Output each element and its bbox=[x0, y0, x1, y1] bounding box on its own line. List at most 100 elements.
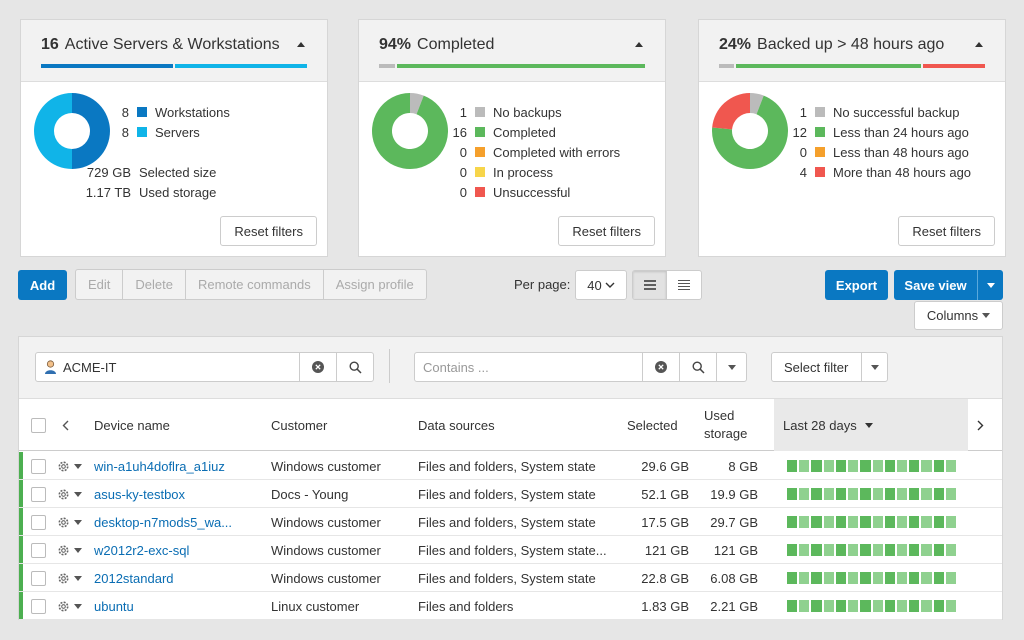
row-actions[interactable] bbox=[57, 508, 82, 536]
device-name-link[interactable]: asus-ky-testbox bbox=[94, 486, 186, 502]
add-button[interactable]: Add bbox=[18, 270, 67, 300]
columns-label: Columns bbox=[926, 308, 979, 323]
device-name-link[interactable]: 2012standard bbox=[94, 570, 174, 586]
save-view-dropdown[interactable] bbox=[978, 270, 1003, 300]
select-filter-text: Select filter bbox=[772, 360, 861, 375]
select-filter-caret[interactable] bbox=[861, 353, 887, 381]
col-device-name[interactable]: Device name bbox=[94, 399, 170, 451]
search-options-dropdown[interactable] bbox=[716, 353, 746, 381]
table-row[interactable]: w2012r2-exc-sql Windows customer Files and… bbox=[19, 536, 1002, 564]
contains-input[interactable]: Contains ... bbox=[415, 360, 642, 375]
donut-slice bbox=[72, 93, 110, 169]
row-actions[interactable] bbox=[57, 592, 82, 620]
backup-history bbox=[787, 536, 956, 564]
backup-day-bar bbox=[860, 460, 871, 472]
table-row[interactable]: ubuntu Linux customer Files and folders 1.8… bbox=[19, 592, 1002, 620]
compact-list-icon bbox=[678, 279, 690, 290]
collapse-icon[interactable] bbox=[635, 42, 643, 47]
card-title: 16 Active Servers & Workstations bbox=[41, 36, 280, 53]
donut-chart bbox=[34, 93, 110, 169]
legend-swatch bbox=[815, 147, 825, 157]
backup-day-bar bbox=[872, 600, 883, 612]
row-checkbox[interactable] bbox=[31, 514, 46, 530]
select-filter-dropdown[interactable]: Select filter bbox=[771, 352, 888, 382]
data-sources-cell: Files and folders, System state bbox=[418, 458, 596, 474]
device-name-link[interactable]: desktop-n7mods5_wa... bbox=[94, 514, 233, 530]
row-select-cell bbox=[31, 592, 46, 620]
assign-profile-button[interactable]: Assign profile bbox=[324, 270, 426, 299]
row-checkbox[interactable] bbox=[31, 458, 46, 474]
gear-icon bbox=[58, 461, 69, 471]
select-all-checkbox[interactable] bbox=[31, 417, 46, 433]
remote-commands-button[interactable]: Remote commands bbox=[186, 270, 324, 299]
table-row[interactable]: desktop-n7mods5_wa... Windows customer Fil… bbox=[19, 508, 1002, 536]
table-row[interactable]: 2012standard Windows customer Files and fo… bbox=[19, 564, 1002, 592]
per-page-select[interactable]: 40 bbox=[575, 270, 627, 300]
collapse-icon[interactable] bbox=[975, 42, 983, 47]
table-header: Device name Customer Data sources Select… bbox=[19, 399, 1002, 451]
clear-search-button[interactable] bbox=[642, 353, 679, 381]
row-actions[interactable] bbox=[57, 536, 82, 564]
col-last-28-days[interactable]: Last 28 days bbox=[774, 399, 968, 451]
legend-swatch bbox=[137, 107, 147, 117]
col-customer[interactable]: Customer bbox=[271, 399, 327, 451]
export-button[interactable]: Export bbox=[825, 270, 888, 300]
row-checkbox[interactable] bbox=[31, 542, 46, 558]
row-actions[interactable] bbox=[57, 452, 82, 480]
caret-down-icon bbox=[74, 491, 82, 497]
col-data-sources[interactable]: Data sources bbox=[418, 399, 495, 451]
table-row[interactable]: win-a1uh4doflra_a1iuz Windows customer Fil… bbox=[19, 452, 1002, 480]
col-selected[interactable]: Selected bbox=[627, 399, 678, 451]
device-name-link[interactable]: ubuntu bbox=[94, 598, 134, 614]
row-actions[interactable] bbox=[57, 564, 82, 592]
backup-day-bar bbox=[787, 600, 798, 612]
backup-day-bar bbox=[799, 488, 810, 500]
legend-swatch bbox=[137, 127, 147, 137]
row-checkbox[interactable] bbox=[31, 598, 46, 614]
edit-button[interactable]: Edit bbox=[76, 270, 124, 299]
backup-day-bar bbox=[848, 488, 859, 500]
device-name-link[interactable]: win-a1uh4doflra_a1iuz bbox=[94, 458, 225, 474]
row-checkbox[interactable] bbox=[31, 486, 46, 502]
summary-bar bbox=[41, 64, 307, 68]
row-select-cell bbox=[31, 564, 46, 592]
reset-filters-button[interactable]: Reset filters bbox=[898, 216, 995, 246]
backup-history-bars bbox=[787, 544, 956, 556]
compact-view-button[interactable] bbox=[667, 271, 701, 299]
selected-size-cell: 52.1 GB bbox=[641, 486, 689, 502]
bar-segment bbox=[379, 64, 395, 68]
search-icon bbox=[348, 360, 362, 374]
backup-day-bar bbox=[945, 572, 956, 584]
customer-filter[interactable]: ACME-IT bbox=[35, 352, 374, 382]
scroll-left-button[interactable] bbox=[62, 399, 69, 451]
backup-day-bar bbox=[787, 460, 798, 472]
reset-filters-button[interactable]: Reset filters bbox=[558, 216, 655, 246]
reset-filters-button[interactable]: Reset filters bbox=[220, 216, 317, 246]
backup-day-bar bbox=[896, 516, 908, 528]
collapse-icon[interactable] bbox=[297, 42, 305, 47]
device-name-link[interactable]: w2012r2-exc-sql bbox=[94, 542, 190, 558]
customer-search-button[interactable] bbox=[336, 353, 373, 381]
scroll-right-button[interactable] bbox=[977, 399, 984, 451]
used-storage-cell: 29.7 GB bbox=[710, 514, 758, 530]
row-actions[interactable] bbox=[57, 480, 82, 508]
legend-count: 1 bbox=[799, 104, 807, 120]
list-view-button[interactable] bbox=[633, 271, 668, 299]
selected-size-cell: 17.5 GB bbox=[641, 514, 689, 530]
status-indicator bbox=[19, 508, 23, 535]
backup-day-bar bbox=[921, 572, 932, 584]
backup-day-bar bbox=[835, 460, 847, 472]
backup-day-bar bbox=[848, 600, 859, 612]
save-view-button[interactable]: Save view bbox=[894, 270, 977, 300]
clear-customer-button[interactable] bbox=[299, 353, 336, 381]
col-used-storage[interactable]: Used storage bbox=[704, 399, 764, 451]
row-checkbox[interactable] bbox=[31, 570, 46, 586]
delete-button[interactable]: Delete bbox=[123, 270, 186, 299]
card-legend: 1 No backups 16 Completed 0 Completed with … bbox=[439, 102, 621, 202]
legend-row: 0 Less than 48 hours ago bbox=[779, 142, 971, 162]
row-select-cell bbox=[31, 536, 46, 564]
search-button[interactable] bbox=[679, 353, 716, 381]
card-title: 94% Completed bbox=[379, 36, 495, 53]
columns-button[interactable]: Columns bbox=[914, 301, 1003, 330]
table-row[interactable]: asus-ky-testbox Docs - Young Files and fol… bbox=[19, 480, 1002, 508]
